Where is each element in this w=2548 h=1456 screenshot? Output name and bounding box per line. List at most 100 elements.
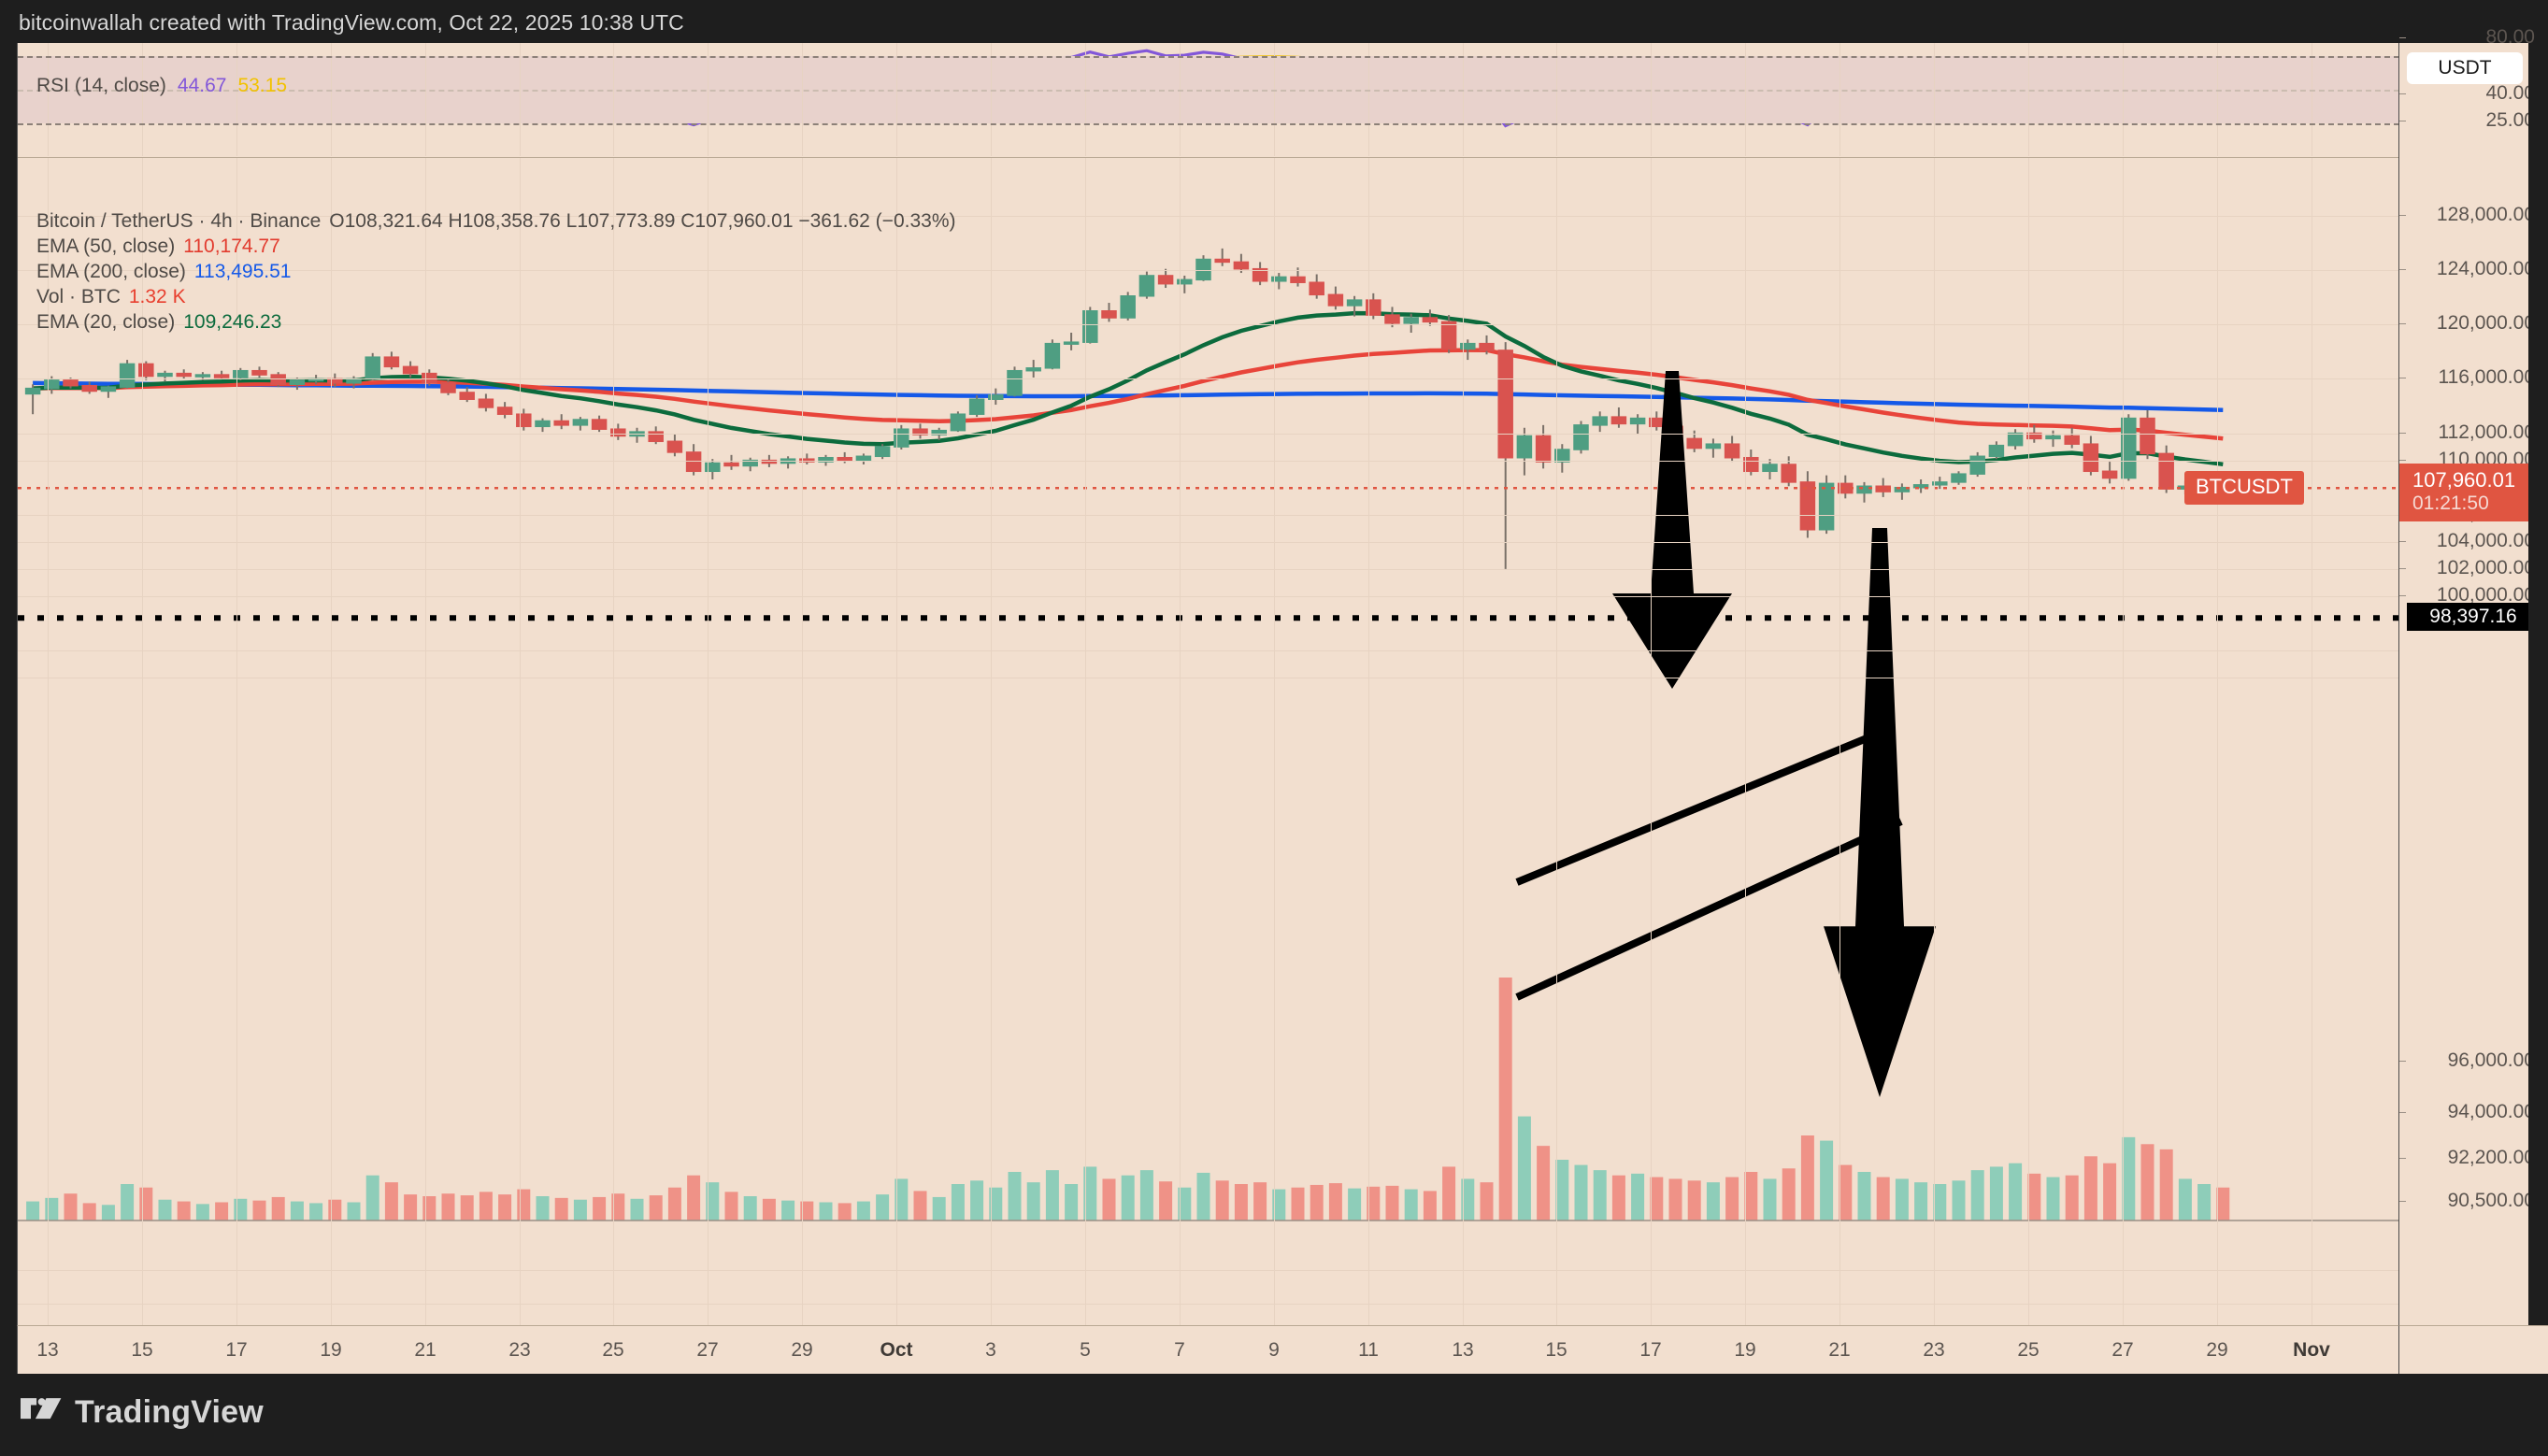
price-tick xyxy=(2399,1112,2406,1113)
time-axis-label[interactable]: 29 xyxy=(2206,1339,2228,1361)
breakdown-arrow-1 xyxy=(1612,371,1732,689)
rising-channel xyxy=(1515,726,1903,1001)
price-tick xyxy=(2399,567,2406,569)
rsi-axis-label: 25.00 xyxy=(2485,109,2535,131)
price-axis-label: 102,000.00 xyxy=(2436,556,2535,578)
rsi-legend-ma-value: 53.15 xyxy=(237,75,288,96)
legend-ema200-row: EMA (200, close) 113,495.51 xyxy=(36,259,955,284)
rsi-pane[interactable]: RSI (14, close) 44.67 53.15 xyxy=(18,43,2398,156)
bar-countdown: 01:21:50 xyxy=(2412,492,2489,515)
legend-volume-label: Vol · BTC xyxy=(36,286,121,307)
volume-bars xyxy=(26,978,2230,1220)
time-axis-label[interactable]: 17 xyxy=(1639,1339,1662,1361)
price-axis-label: 128,000.00 xyxy=(2436,204,2535,225)
time-axis-label[interactable]: 15 xyxy=(1545,1339,1567,1361)
legend-ema200-value: 113,495.51 xyxy=(193,261,292,282)
price-tick xyxy=(2399,432,2406,434)
time-axis-label[interactable]: 7 xyxy=(1174,1339,1185,1361)
time-axis-label[interactable]: 21 xyxy=(1828,1339,1851,1361)
time-axis-label[interactable]: 11 xyxy=(1358,1339,1379,1361)
time-axis-label[interactable]: Oct xyxy=(880,1339,913,1361)
price-tick xyxy=(2399,1158,2406,1159)
rsi-axis-label: 80.00 xyxy=(2485,26,2535,48)
time-axis-label[interactable]: 27 xyxy=(2111,1339,2134,1361)
ema200-line xyxy=(33,380,2224,412)
price-tick xyxy=(2399,323,2406,325)
time-axis-label[interactable]: 27 xyxy=(696,1339,719,1361)
breakdown-arrow-2 xyxy=(1824,528,1936,1097)
legend-volume-row: Vol · BTC 1.32 K xyxy=(36,284,955,309)
time-axis-label[interactable]: 23 xyxy=(508,1339,531,1361)
price-axis-label: 112,000.00 xyxy=(2438,421,2535,443)
legend-volume-value: 1.32 K xyxy=(128,286,186,307)
time-axis-corner xyxy=(2398,1325,2548,1374)
legend-ema50-row: EMA (50, close) 110,174.77 xyxy=(36,234,955,259)
chart-frame[interactable]: RSI (14, close) 44.67 53.15 Bitcoin / Teth… xyxy=(17,43,2398,1325)
rsi-legend-value: 44.67 xyxy=(177,75,227,96)
legend-ema20-row: EMA (20, close) 109,246.23 xyxy=(36,309,955,335)
time-axis-label[interactable]: 25 xyxy=(602,1339,624,1361)
price-legend[interactable]: Bitcoin / TetherUS · 4h · Binance O108,32… xyxy=(36,208,955,335)
price-axis-label: 90,500.00 xyxy=(2447,1190,2535,1211)
legend-ohlc: O108,321.64 H108,358.76 L107,773.89 C107… xyxy=(329,210,956,232)
time-axis-label[interactable]: 23 xyxy=(1923,1339,1945,1361)
top-attribution-bar: bitcoinwallah created with TradingView.c… xyxy=(0,0,2548,43)
price-axis-label: 116,000.00 xyxy=(2438,366,2535,389)
legend-ema200-label: EMA (200, close) xyxy=(36,261,186,282)
price-tick xyxy=(2399,1201,2406,1202)
time-axis-label[interactable]: 29 xyxy=(791,1339,813,1361)
time-axis-label[interactable]: 3 xyxy=(985,1339,996,1361)
price-axis-label: 124,000.00 xyxy=(2436,258,2535,280)
last-price-badge[interactable]: 107,960.01 01:21:50 xyxy=(2399,464,2548,522)
currency-chip[interactable]: USDT xyxy=(2407,52,2523,84)
time-axis-label[interactable]: 25 xyxy=(2017,1339,2040,1361)
price-axis-label: 92,200.00 xyxy=(2447,1147,2535,1168)
legend-symbol: Bitcoin / TetherUS · 4h · Binance xyxy=(36,210,322,232)
price-axis-label: 96,000.00 xyxy=(2447,1049,2535,1071)
price-tick xyxy=(2399,215,2406,216)
ema20-line xyxy=(33,310,2224,467)
time-axis-label[interactable]: 19 xyxy=(1734,1339,1756,1361)
rsi-legend-title: RSI (14, close) xyxy=(36,75,166,96)
tradingview-wordmark: TradingView xyxy=(75,1394,264,1430)
time-axis-label[interactable]: 5 xyxy=(1080,1339,1091,1361)
rsi-tick xyxy=(2399,93,2406,94)
price-axis-label: 94,000.00 xyxy=(2447,1101,2535,1122)
rsi-upper-dash xyxy=(18,56,2398,58)
price-tick xyxy=(2399,540,2406,542)
price-pane[interactable]: Bitcoin / TetherUS · 4h · Binance O108,32… xyxy=(18,157,2398,1325)
legend-ema50-label: EMA (50, close) xyxy=(36,236,176,257)
time-axis-label[interactable]: 17 xyxy=(225,1339,248,1361)
legend-ema20-value: 109,246.23 xyxy=(183,311,282,333)
rsi-tick xyxy=(2399,37,2406,38)
level-price-badge[interactable]: 98,397.16 xyxy=(2407,603,2540,632)
time-axis-label[interactable]: 15 xyxy=(131,1339,153,1361)
legend-ema20-label: EMA (20, close) xyxy=(36,311,176,333)
time-axis-label[interactable]: 9 xyxy=(1268,1339,1280,1361)
price-axis-label: 120,000.00 xyxy=(2436,312,2535,335)
price-tick xyxy=(2399,459,2406,461)
legend-ema50-value: 110,174.77 xyxy=(183,236,280,257)
time-axis[interactable]: 13 15 17 19 21 23 25 27 29 Oct 3 5 7 9 11 13 15 17 19 21 23 2… xyxy=(17,1325,2398,1374)
rsi-legend[interactable]: RSI (14, close) 44.67 53.15 xyxy=(36,75,287,97)
last-price-value: 107,960.01 xyxy=(2412,468,2516,492)
time-axis-label[interactable]: 13 xyxy=(36,1339,59,1361)
price-axis-label: 100,000.00 xyxy=(2436,584,2535,606)
attribution-text: bitcoinwallah created with TradingView.c… xyxy=(19,10,684,35)
ticker-badge[interactable]: BTCUSDT xyxy=(2184,471,2304,506)
right-gutter xyxy=(2528,43,2548,1325)
time-axis-label[interactable]: Nov xyxy=(2293,1339,2330,1361)
price-scale[interactable]: USDT 128,000.00 124,000.00 120,000.00 116,0… xyxy=(2398,26,2548,1325)
time-axis-label[interactable]: 21 xyxy=(414,1339,437,1361)
time-axis-label[interactable]: 19 xyxy=(320,1339,342,1361)
price-tick xyxy=(2399,269,2406,271)
rsi-lower-dash xyxy=(18,123,2398,125)
time-axis-label[interactable]: 13 xyxy=(1452,1339,1474,1361)
rsi-mid-dash xyxy=(18,90,2398,92)
price-tick xyxy=(2399,595,2406,596)
tradingview-logo[interactable]: TradingView xyxy=(21,1394,264,1431)
rsi-axis-label: 40.00 xyxy=(2485,82,2535,104)
tradingview-mark-icon xyxy=(21,1397,62,1419)
price-axis-label: 104,000.00 xyxy=(2436,529,2535,551)
